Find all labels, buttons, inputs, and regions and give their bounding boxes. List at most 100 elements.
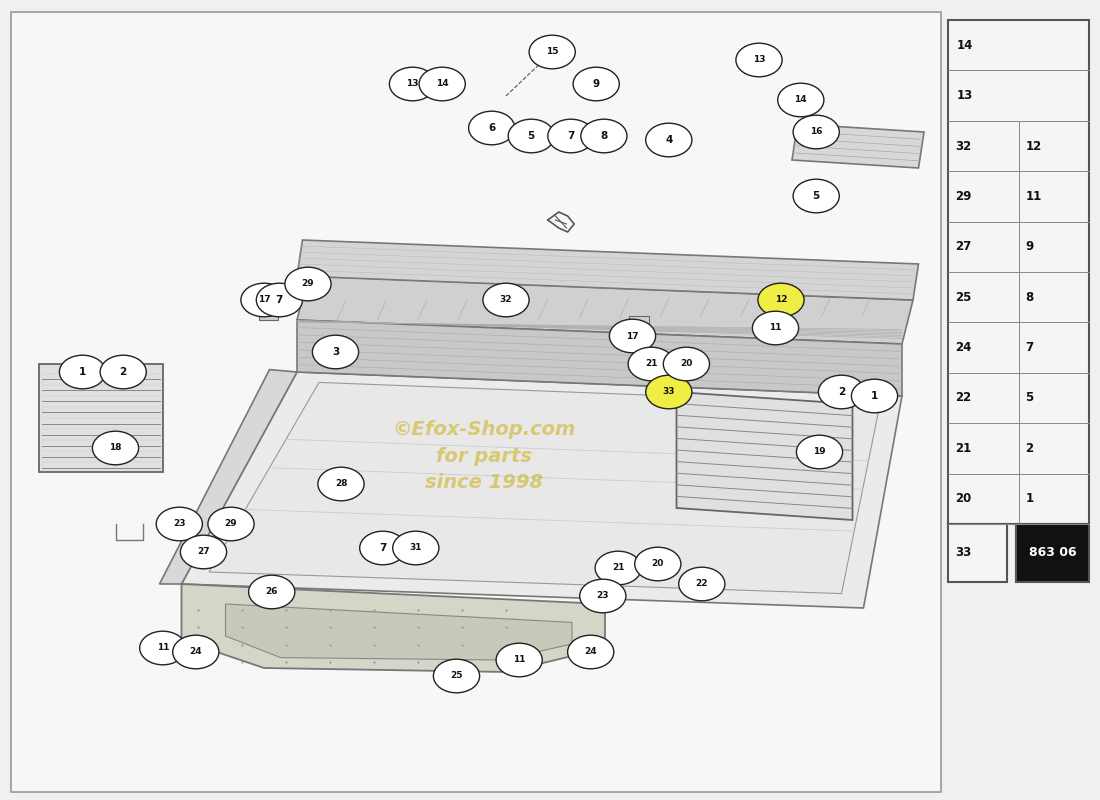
Circle shape: [851, 379, 898, 413]
Circle shape: [156, 507, 202, 541]
Polygon shape: [297, 320, 902, 396]
Text: 13: 13: [957, 89, 974, 102]
Polygon shape: [297, 276, 913, 344]
Circle shape: [628, 347, 674, 381]
Text: 17: 17: [257, 295, 271, 305]
Text: ©Efox-Shop.com
for parts
since 1998: ©Efox-Shop.com for parts since 1998: [393, 420, 575, 492]
Text: 21: 21: [612, 563, 625, 573]
Text: 21: 21: [645, 359, 658, 369]
Text: 9: 9: [1025, 240, 1034, 254]
Circle shape: [140, 631, 186, 665]
Text: 14: 14: [436, 79, 449, 89]
Text: 1: 1: [1025, 492, 1033, 506]
Circle shape: [508, 119, 554, 153]
Circle shape: [818, 375, 865, 409]
Circle shape: [312, 335, 359, 369]
Polygon shape: [226, 604, 572, 660]
Circle shape: [548, 119, 594, 153]
Circle shape: [241, 283, 287, 317]
Text: 27: 27: [197, 547, 210, 557]
Text: 20: 20: [955, 492, 971, 506]
Text: 6: 6: [488, 123, 495, 133]
Polygon shape: [676, 392, 852, 520]
Circle shape: [92, 431, 139, 465]
Text: 26: 26: [265, 587, 278, 597]
Circle shape: [580, 579, 626, 613]
Circle shape: [778, 83, 824, 117]
Circle shape: [646, 375, 692, 409]
Text: 14: 14: [957, 38, 974, 52]
Text: 1: 1: [871, 391, 878, 401]
Circle shape: [389, 67, 436, 101]
Circle shape: [469, 111, 515, 145]
Bar: [948, 20, 1089, 524]
Text: 3: 3: [332, 347, 339, 357]
Text: 2: 2: [1025, 442, 1033, 455]
Text: 33: 33: [955, 546, 971, 559]
Text: 4: 4: [666, 135, 672, 145]
Text: 11: 11: [513, 655, 526, 665]
Text: 20: 20: [680, 359, 693, 369]
Circle shape: [796, 435, 843, 469]
Text: 863 06: 863 06: [1028, 546, 1077, 559]
Bar: [1016, 524, 1089, 582]
Circle shape: [793, 115, 839, 149]
Text: 14: 14: [794, 95, 807, 105]
Circle shape: [249, 575, 295, 609]
Text: 5: 5: [813, 191, 820, 201]
Polygon shape: [258, 288, 278, 320]
Text: 16: 16: [810, 127, 823, 137]
Text: 29: 29: [224, 519, 238, 529]
Text: 29: 29: [301, 279, 315, 289]
Circle shape: [59, 355, 106, 389]
Text: 17: 17: [626, 331, 639, 341]
Text: 28: 28: [334, 479, 348, 489]
Text: 2: 2: [838, 387, 845, 397]
Circle shape: [180, 535, 227, 569]
Text: 7: 7: [568, 131, 574, 141]
Circle shape: [793, 179, 839, 213]
Text: 8: 8: [601, 131, 607, 141]
Polygon shape: [209, 382, 880, 594]
Circle shape: [529, 35, 575, 69]
Text: 11: 11: [156, 643, 169, 653]
Text: 7: 7: [1025, 341, 1033, 354]
Circle shape: [679, 567, 725, 601]
Text: 11: 11: [769, 323, 782, 333]
Circle shape: [173, 635, 219, 669]
Circle shape: [758, 283, 804, 317]
Polygon shape: [182, 372, 902, 608]
Circle shape: [609, 319, 656, 353]
Circle shape: [393, 531, 439, 565]
Text: 25: 25: [955, 290, 971, 304]
Circle shape: [568, 635, 614, 669]
Text: 25: 25: [450, 671, 463, 681]
Text: 5: 5: [528, 131, 535, 141]
Circle shape: [256, 283, 302, 317]
Text: 32: 32: [955, 139, 971, 153]
Bar: [948, 524, 1008, 582]
Text: 9: 9: [593, 79, 600, 89]
Polygon shape: [792, 124, 924, 168]
Text: 8: 8: [1025, 290, 1034, 304]
Text: 23: 23: [173, 519, 186, 529]
Text: 33: 33: [662, 387, 675, 397]
Bar: [11, 12, 940, 792]
Text: 7: 7: [276, 295, 283, 305]
Circle shape: [595, 551, 641, 585]
Text: 24: 24: [584, 647, 597, 657]
Polygon shape: [160, 370, 297, 584]
Circle shape: [100, 355, 146, 389]
Text: 22: 22: [695, 579, 708, 589]
Text: 7: 7: [379, 543, 386, 553]
Text: 21: 21: [955, 442, 971, 455]
Circle shape: [360, 531, 406, 565]
Polygon shape: [297, 240, 918, 300]
Circle shape: [318, 467, 364, 501]
Text: 22: 22: [955, 391, 971, 405]
Text: 20: 20: [651, 559, 664, 569]
Text: 13: 13: [406, 79, 419, 89]
Circle shape: [581, 119, 627, 153]
Polygon shape: [629, 316, 649, 348]
Text: 32: 32: [499, 295, 513, 305]
